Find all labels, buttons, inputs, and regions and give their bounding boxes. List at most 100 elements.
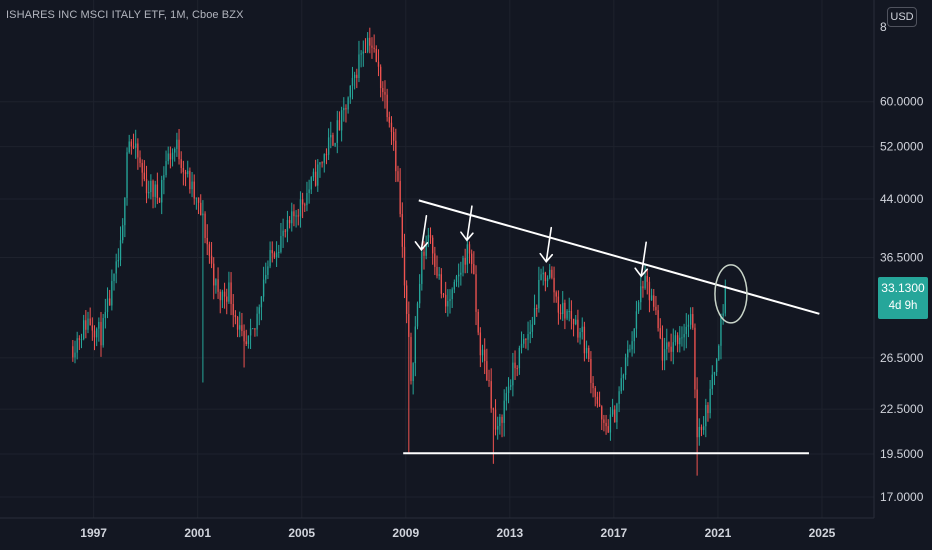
candle-body (195, 197, 198, 199)
candle-body (579, 331, 581, 338)
candle-body (629, 349, 631, 351)
candle-body (132, 146, 135, 148)
candle-body (486, 361, 488, 381)
candle-body (611, 409, 614, 415)
candle-body (423, 251, 425, 256)
candle-body (473, 264, 475, 275)
candle-body (321, 162, 323, 164)
candle-body (241, 325, 243, 332)
time-tick-label: 2013 (496, 526, 523, 540)
candle-body (202, 213, 204, 216)
candle-body (325, 154, 328, 156)
candle-body (80, 339, 83, 341)
down-arrow-annotation (414, 215, 429, 252)
candle-body (137, 143, 139, 158)
candle-body (314, 171, 317, 186)
price-tick-label: 44.0000 (880, 192, 924, 206)
candle-body (670, 346, 672, 352)
candle-body (221, 291, 224, 301)
candle-body (492, 408, 495, 410)
candle-body (163, 175, 165, 180)
candle-body (531, 324, 534, 332)
candle-body (653, 295, 655, 307)
candle-body (646, 275, 648, 282)
candle-body (167, 153, 169, 162)
candle-body (395, 140, 397, 172)
candle-body (581, 326, 583, 332)
candle-body (323, 154, 325, 163)
candle-body (505, 393, 508, 401)
candle-body (503, 400, 505, 423)
candle-body (150, 180, 152, 193)
time-axis[interactable]: 1997 2001 2005 2009 2013 2017 2021 2025 (80, 526, 835, 540)
candle-body (637, 302, 640, 312)
candle-body (401, 214, 403, 247)
price-tick-label: 22.5000 (880, 402, 924, 416)
candle-body (559, 312, 562, 314)
candle-body (475, 274, 477, 312)
candle-body (455, 276, 458, 282)
candle-body (143, 172, 146, 180)
candle-body (100, 321, 102, 346)
candle-body (338, 120, 341, 131)
candle-body (358, 54, 360, 79)
candle-body (624, 357, 627, 376)
candle-body (709, 388, 711, 414)
candle-body (720, 315, 722, 346)
candle-body (609, 414, 612, 433)
price-tick-label: 17.0000 (880, 490, 924, 504)
candle-body (223, 291, 226, 297)
candle-body (601, 406, 603, 420)
candle-body (707, 405, 709, 414)
candle-body (345, 108, 347, 110)
currency-button[interactable]: USD (887, 7, 917, 27)
candle-body (375, 48, 377, 62)
candle-body (267, 266, 269, 275)
candle-body (98, 321, 100, 329)
candle-body (141, 162, 143, 173)
candle-body (89, 318, 91, 326)
candle-body (711, 374, 713, 389)
candle-body (295, 215, 297, 217)
candle-body (588, 347, 590, 360)
candle-body (713, 372, 716, 375)
candle-body (310, 177, 312, 190)
candle-body (76, 338, 78, 353)
candle-body (614, 409, 616, 423)
candle-body (317, 164, 319, 186)
candle-body (265, 274, 267, 280)
candle-body (607, 426, 609, 433)
candle-body (507, 386, 510, 394)
candle-body (468, 244, 471, 254)
candle-body (278, 251, 280, 253)
candle-body (306, 193, 308, 206)
candle-body (334, 142, 336, 146)
candle-body (440, 274, 443, 294)
candle-body (429, 234, 432, 238)
price-axis[interactable]: 17.0000 19.5000 22.5000 26.5000 36.5000 44.00… (880, 20, 924, 504)
candle-body (585, 347, 588, 354)
candle-body (386, 94, 388, 118)
candle-body (644, 275, 646, 289)
candle-body (256, 313, 258, 330)
candle-body (616, 403, 618, 423)
candle-body (85, 320, 87, 330)
candle-body (520, 343, 523, 349)
candle-body (598, 403, 601, 407)
candle-body (373, 47, 375, 49)
candle-body (182, 167, 185, 173)
candle-body (577, 319, 579, 338)
candle-body (236, 317, 239, 330)
candle-body (633, 328, 635, 342)
candle-body (154, 184, 156, 197)
candle-body (479, 332, 482, 356)
candle-body (544, 272, 547, 282)
candle-body (379, 66, 382, 88)
time-tick-label: 2017 (601, 526, 628, 540)
candle-body (239, 325, 241, 330)
candle-body (184, 172, 187, 175)
candle-body (421, 251, 423, 284)
candle-body (117, 260, 120, 262)
candle-body (499, 416, 501, 426)
